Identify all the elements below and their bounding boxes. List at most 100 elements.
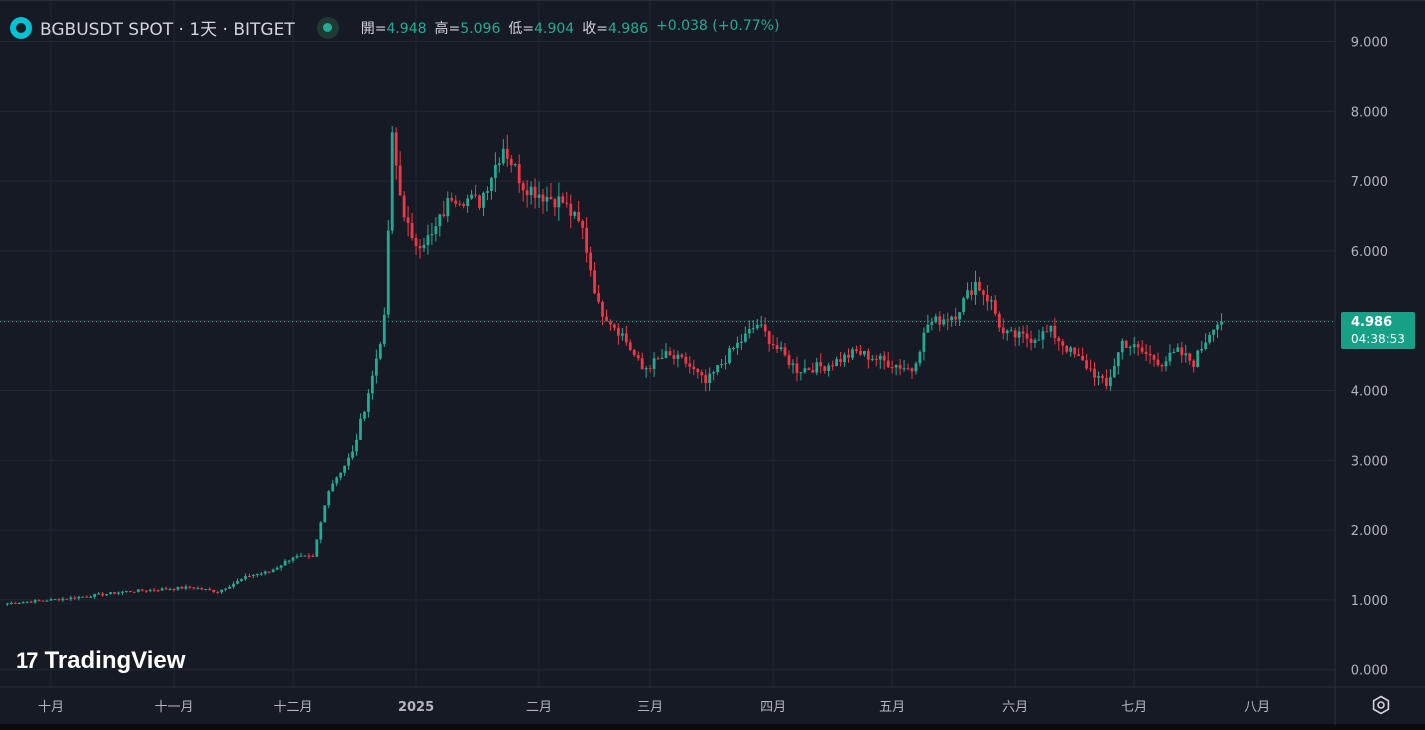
candle-body[interactable] — [807, 368, 811, 371]
candle-body[interactable] — [1220, 321, 1223, 325]
candle-body[interactable] — [672, 355, 676, 359]
candle-body[interactable] — [462, 203, 466, 206]
candle-body[interactable] — [1144, 351, 1148, 354]
candle-body[interactable] — [466, 198, 470, 206]
candle-body[interactable] — [569, 203, 573, 216]
candle-body[interactable] — [430, 233, 434, 236]
candle-body[interactable] — [1085, 360, 1088, 369]
candle-body[interactable] — [386, 230, 390, 315]
candle-body[interactable] — [132, 591, 136, 593]
candle-body[interactable] — [581, 220, 585, 228]
candle-body[interactable] — [426, 235, 430, 245]
candle-body[interactable] — [557, 196, 561, 208]
candle-body[interactable] — [676, 354, 680, 359]
candle-body[interactable] — [184, 586, 188, 589]
candle-body[interactable] — [886, 360, 890, 368]
candle-body[interactable] — [882, 355, 886, 361]
candle-body[interactable] — [874, 359, 878, 361]
candle-body[interactable] — [811, 370, 815, 373]
candle-body[interactable] — [1164, 361, 1168, 367]
candle-body[interactable] — [720, 364, 723, 366]
candle-body[interactable] — [1029, 338, 1033, 343]
candle-body[interactable] — [708, 373, 712, 384]
candle-body[interactable] — [45, 600, 49, 602]
candle-body[interactable] — [1128, 347, 1132, 349]
candle-body[interactable] — [136, 589, 140, 592]
candle-body[interactable] — [549, 196, 553, 200]
candle-body[interactable] — [101, 593, 104, 596]
candle-body[interactable] — [938, 316, 942, 325]
candle-body[interactable] — [271, 569, 275, 573]
candle-body[interactable] — [946, 319, 950, 321]
candle-body[interactable] — [922, 332, 926, 352]
candle-body[interactable] — [728, 348, 731, 364]
candle-body[interactable] — [533, 186, 537, 198]
candle-body[interactable] — [815, 362, 819, 373]
candle-body[interactable] — [577, 212, 581, 221]
candle-body[interactable] — [640, 358, 644, 370]
candle-body[interactable] — [319, 522, 323, 540]
candle-body[interactable] — [442, 214, 446, 217]
candle-body[interactable] — [73, 597, 77, 599]
candle-body[interactable] — [914, 363, 918, 372]
candle-body[interactable] — [1097, 376, 1100, 378]
candle-body[interactable] — [283, 560, 287, 566]
candle-body[interactable] — [553, 199, 557, 208]
candle-body[interactable] — [978, 281, 981, 291]
candle-body[interactable] — [33, 600, 37, 603]
candle-body[interactable] — [1073, 347, 1077, 355]
candle-body[interactable] — [739, 341, 743, 343]
candle-body[interactable] — [894, 365, 898, 368]
candle-body[interactable] — [585, 227, 589, 253]
candle-body[interactable] — [1101, 376, 1104, 379]
candle-body[interactable] — [478, 195, 481, 208]
candle-body[interactable] — [636, 355, 640, 359]
candle-body[interactable] — [787, 355, 791, 365]
candle-body[interactable] — [692, 366, 696, 369]
candle-body[interactable] — [958, 312, 962, 320]
candle-body[interactable] — [117, 592, 120, 594]
candle-body[interactable] — [847, 354, 850, 358]
candle-body[interactable] — [164, 588, 168, 590]
market-status-icon[interactable] — [316, 16, 339, 39]
candle-body[interactable] — [712, 372, 716, 374]
candle-body[interactable] — [1053, 325, 1057, 338]
candle-body[interactable] — [589, 252, 593, 271]
candle-body[interactable] — [509, 158, 513, 166]
candle-body[interactable] — [291, 557, 295, 561]
candle-body[interactable] — [605, 316, 608, 322]
candle-body[interactable] — [1136, 344, 1140, 348]
candle-body[interactable] — [176, 586, 180, 590]
candle-body[interactable] — [529, 186, 533, 196]
candle-body[interactable] — [910, 368, 914, 372]
candle-body[interactable] — [200, 588, 204, 590]
candle-body[interactable] — [664, 351, 668, 358]
candle-body[interactable] — [474, 194, 477, 196]
candle-body[interactable] — [1049, 325, 1053, 332]
candle-body[interactable] — [470, 194, 473, 199]
candle-body[interactable] — [823, 366, 827, 372]
candle-body[interactable] — [148, 589, 152, 591]
candle-body[interactable] — [228, 586, 231, 589]
candle-body[interactable] — [97, 593, 101, 595]
candle-body[interactable] — [962, 298, 965, 313]
candle-body[interactable] — [652, 358, 656, 369]
candle-body[interactable] — [394, 132, 398, 166]
candle-body[interactable] — [1112, 366, 1116, 378]
candle-body[interactable] — [113, 592, 116, 594]
candle-body[interactable] — [1116, 352, 1120, 367]
candle-body[interactable] — [295, 555, 299, 558]
candle-body[interactable] — [303, 555, 307, 557]
candle-body[interactable] — [541, 194, 545, 202]
candle-body[interactable] — [351, 451, 354, 458]
candle-body[interactable] — [942, 319, 946, 325]
candle-body[interactable] — [85, 596, 89, 598]
candle-body[interactable] — [1188, 353, 1192, 361]
candle-body[interactable] — [121, 591, 124, 593]
candle-body[interactable] — [196, 588, 200, 590]
candle-body[interactable] — [985, 294, 989, 302]
candle-body[interactable] — [513, 164, 517, 166]
candle-body[interactable] — [244, 576, 247, 580]
candle-body[interactable] — [454, 200, 458, 204]
candle-body[interactable] — [335, 477, 339, 484]
